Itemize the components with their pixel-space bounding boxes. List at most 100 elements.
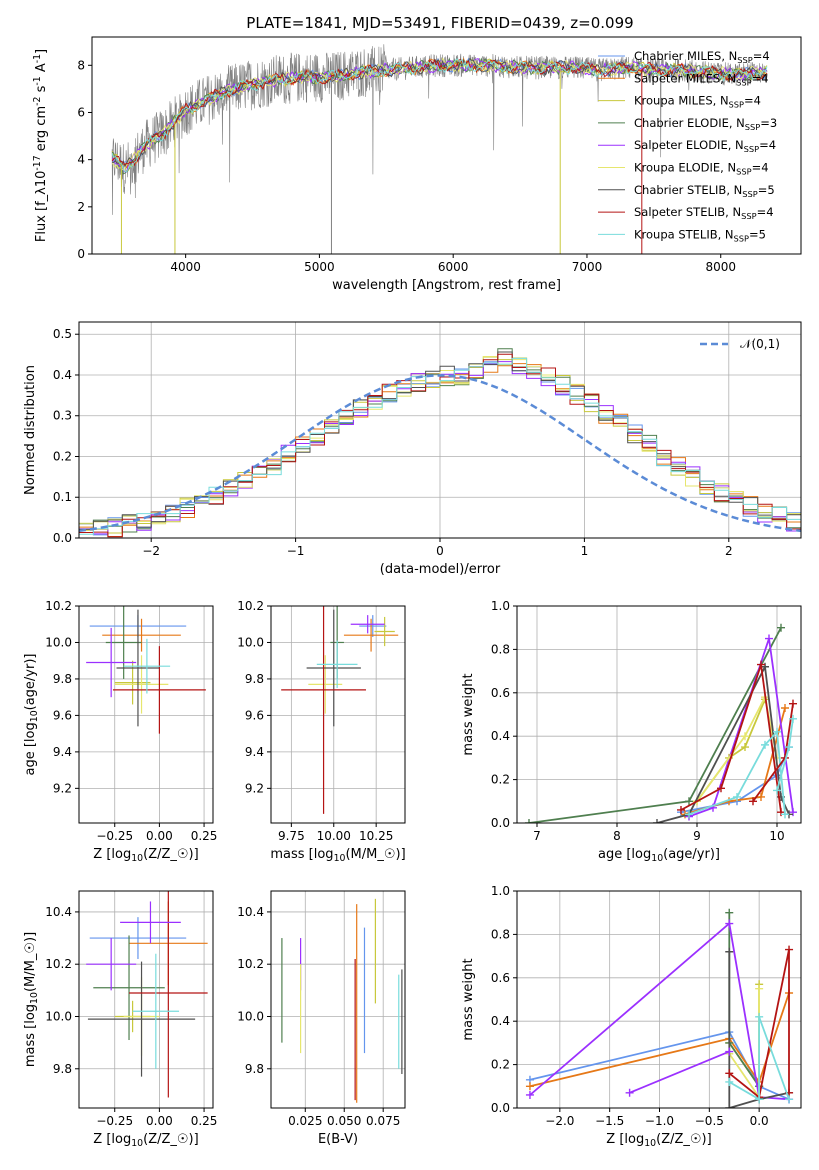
- weight-marker: [755, 1012, 764, 1021]
- x-axis-label: (data-model)/error: [380, 562, 501, 577]
- plot-area: 4000 5000 6000 7000 8000 0 2 4 6 8 wavelength [Ang…: [23, 36, 802, 1149]
- x-axis-label: E(B-V): [318, 1132, 358, 1147]
- spectrum-model-line: [111, 59, 768, 167]
- y-tick-label: 10.0: [237, 1009, 264, 1023]
- x-tick-label: 2: [725, 544, 733, 558]
- figure-title: PLATE=1841, MJD=53491, FIBERID=0439, z=0…: [246, 14, 633, 32]
- y-axis-label: Flux [f_λ10-17 erg cm-2 s-1 A-1]: [32, 49, 49, 242]
- weight-marker: [717, 784, 725, 793]
- axes-mass-vs-Z: −0.25 0.00 0.25 9.8 10.0 10.2 10.4 Z [log10(Z/Z…: [23, 890, 218, 1149]
- weight-marker: [725, 1069, 734, 1078]
- weight-marker: [785, 1095, 794, 1104]
- x-tick-label: 0: [436, 544, 444, 558]
- x-tick-label: 4000: [170, 260, 201, 274]
- x-axis-label: wavelength [Angstrom, rest frame]: [332, 278, 561, 293]
- x-tick-label: 0.25: [191, 1114, 218, 1128]
- y-tick-label: 9.2: [53, 781, 72, 795]
- legend-label: Salpeter STELIB, NSSP=4: [634, 205, 774, 221]
- plot-marks: [525, 623, 797, 823]
- weight-marker: [525, 1090, 534, 1099]
- weight-marker: [749, 797, 757, 806]
- gaussian-line: [79, 374, 801, 533]
- x-axis-label: age [log10(age/yr)]: [598, 847, 720, 864]
- y-tick-label: 10.0: [45, 635, 72, 649]
- legend-label: Chabrier MILES, NSSP=4: [634, 49, 770, 65]
- weight-line: [728, 951, 790, 1108]
- weight-marker: [525, 1082, 534, 1091]
- legend-label: Kroupa STELIB, NSSP=5: [634, 227, 766, 243]
- y-tick-label: 9.8: [245, 1062, 264, 1076]
- legend-label: Chabrier ELODIE, NSSP=3: [634, 116, 777, 132]
- weight-line: [529, 992, 790, 1088]
- y-tick-label: 2: [77, 200, 85, 214]
- y-tick-label: 0.4: [491, 729, 510, 743]
- plot-marks: [281, 898, 403, 1103]
- x-tick-label: −2: [142, 544, 160, 558]
- axes-spectrum: 4000 5000 6000 7000 8000 0 2 4 6 8 wavelength [Ang…: [32, 36, 802, 293]
- spectrum-model-line: [111, 57, 768, 171]
- weight-marker: [755, 984, 764, 993]
- legend-label: Chabrier STELIB, NSSP=5: [634, 183, 775, 199]
- axes-age-vs-Z: −0.25 0.00 0.25 9.2 9.4 9.6 9.8 10.0 10.2 Z [log1…: [23, 599, 217, 864]
- x-tick-label: 5000: [304, 260, 335, 274]
- y-axis-label: mass [log10(M/M_☉)]: [23, 932, 40, 1067]
- weight-marker: [677, 805, 685, 814]
- y-tick-label: 9.8: [245, 672, 264, 686]
- x-tick-label: 0.050: [327, 1114, 361, 1128]
- weight-marker: [757, 792, 765, 801]
- weight-marker: [725, 947, 734, 956]
- weight-line: [629, 1050, 730, 1094]
- y-tick-label: 9.8: [53, 672, 72, 686]
- weight-marker: [685, 797, 693, 806]
- y-tick-label: 0.8: [491, 642, 510, 656]
- weight-marker: [781, 810, 789, 819]
- plot-marks: [281, 606, 399, 814]
- y-tick-label: 0.4: [53, 368, 72, 382]
- legend-label: 𝒩(0,1): [740, 337, 780, 351]
- x-axis-label: Z [log10(Z/Z_☉)]: [93, 1132, 198, 1149]
- x-tick-label: 0.025: [288, 1114, 322, 1128]
- plot-marks: [525, 908, 794, 1108]
- x-tick-label: 9: [693, 829, 701, 843]
- x-tick-label: −0.25: [96, 829, 133, 843]
- weight-marker: [789, 699, 797, 708]
- weight-marker: [725, 1104, 734, 1108]
- x-tick-label: −0.25: [96, 1114, 133, 1128]
- legend-label: Kroupa ELODIE, NSSP=4: [634, 161, 769, 177]
- weight-marker: [733, 792, 741, 801]
- y-tick-label: 10.4: [45, 905, 72, 919]
- weight-line: [728, 949, 790, 1099]
- x-tick-label: 0.00: [146, 829, 173, 843]
- y-tick-label: 0.0: [53, 531, 72, 545]
- weight-marker: [725, 908, 734, 917]
- spectrum-model-line: [112, 58, 768, 168]
- y-tick-label: 0.0: [491, 816, 510, 830]
- y-tick-label: 10.0: [237, 635, 264, 649]
- y-axis-label: age [log10(age/yr)]: [23, 654, 40, 776]
- x-tick-label: 0.075: [366, 1114, 400, 1128]
- y-tick-label: 0: [77, 247, 85, 261]
- x-axis-label: Z [log10(Z/Z_☉)]: [93, 847, 198, 864]
- weight-line: [529, 921, 790, 1101]
- y-tick-label: 0.5: [53, 327, 72, 341]
- y-tick-label: 0.3: [53, 409, 72, 423]
- x-tick-label: 9.75: [278, 829, 305, 843]
- axes-frame: [270, 605, 406, 824]
- y-tick-label: 9.4: [53, 745, 72, 759]
- plot-marks: [86, 891, 208, 1098]
- x-tick-label: 7000: [572, 260, 603, 274]
- y-axis-label: Normed distribution: [23, 365, 38, 495]
- y-tick-label: 10.2: [237, 599, 264, 613]
- axes-frame: [91, 36, 802, 255]
- y-tick-label: 9.4: [245, 745, 264, 759]
- spectrum-model-line: [111, 58, 768, 173]
- y-tick-label: 0.4: [491, 1014, 510, 1028]
- x-tick-label: 10.25: [359, 829, 393, 843]
- x-tick-label: 8: [613, 829, 621, 843]
- y-tick-label: 9.6: [53, 708, 72, 722]
- x-tick-label: 7: [533, 829, 541, 843]
- y-tick-label: 1.0: [491, 884, 510, 898]
- y-tick-label: 0.8: [491, 927, 510, 941]
- weight-marker: [741, 732, 749, 741]
